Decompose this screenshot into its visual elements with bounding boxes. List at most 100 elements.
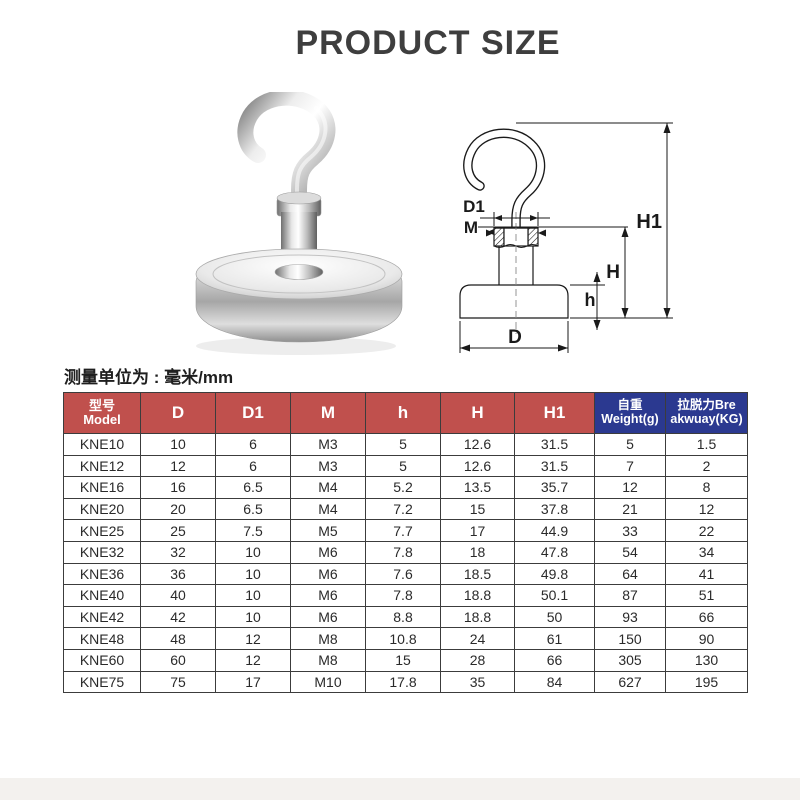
table-cell: 42: [140, 605, 216, 629]
table-cell: 7.8: [365, 584, 441, 607]
table-cell: M6: [290, 605, 366, 629]
photo-stem-joint: [274, 264, 324, 280]
drawing-nut-right: [527, 227, 539, 247]
table-cell: 87: [594, 584, 666, 607]
table-cell: 18.8: [440, 605, 515, 629]
table-cell: M8: [290, 648, 366, 672]
table-cell: 10.8: [365, 627, 441, 650]
table-cell: 31.5: [514, 454, 595, 478]
table-cell: KNE16: [63, 476, 141, 499]
table-row: KNE48 48 12 M8 10.8 24 61 150 90: [63, 627, 748, 650]
table-cell: KNE48: [63, 627, 141, 650]
col-header-line: Model: [83, 412, 121, 427]
table-cell: 627: [594, 670, 666, 694]
header-row: 型号 Model D D1 M h H H1 自重 Weig: [63, 392, 748, 434]
table-body: KNE10 10 6 M3 5 12.6 31.5 5 1.5 KNE12 12 6 M3 5 12.6 31…: [63, 433, 748, 694]
table-cell: 36: [140, 562, 216, 586]
table-cell: 8: [665, 476, 748, 499]
unit-note: 测量单位为 : 毫米/mm: [64, 368, 234, 387]
table-cell: 34: [665, 540, 748, 564]
table-cell: 18.8: [440, 584, 515, 607]
table-cell: M4: [290, 497, 366, 521]
dim-label-h1: H1: [636, 211, 662, 233]
col-header-line: D: [171, 402, 185, 422]
table-cell: 12.6: [440, 433, 515, 456]
photo-cup-inner-ring: [212, 254, 386, 294]
table-cell: 17: [215, 670, 291, 694]
table-cell: 51: [665, 584, 748, 607]
table-cell: 21: [594, 497, 666, 521]
photo-hook-highlight: [295, 106, 328, 207]
drawing-hook-core: [464, 129, 544, 244]
dim-label-h-low: h: [585, 290, 596, 310]
table-row: KNE12 12 6 M3 5 12.6 31.5 7 2: [63, 454, 748, 478]
table-cell: M6: [290, 562, 366, 586]
table-cell: 66: [514, 648, 595, 672]
table-cell: 40: [140, 584, 216, 607]
table-cell: KNE12: [63, 454, 141, 478]
table-cell: 17.8: [365, 670, 441, 694]
table-cell: 6.5: [215, 476, 291, 499]
col-header-line: h: [397, 402, 409, 422]
table-cell: 7.8: [365, 540, 441, 564]
col-header-d: D: [140, 392, 216, 434]
table-cell: 7.2: [365, 497, 441, 521]
table-cell: 32: [140, 540, 216, 564]
dimension-lines-group: [459, 122, 673, 353]
table-cell: 31.5: [514, 433, 595, 456]
table-cell: M6: [290, 584, 366, 607]
table-cell: 8.8: [365, 605, 441, 629]
table-row: KNE20 20 6.5 M4 7.2 15 37.8 21 12: [63, 497, 748, 521]
table-row: KNE25 25 7.5 M5 7.7 17 44.9 33 22: [63, 519, 748, 542]
table-cell: 5: [365, 433, 441, 456]
col-header-line: 型号: [88, 397, 115, 413]
dim-label-d1: D1: [463, 197, 485, 216]
col-header-line: akwuay(KG): [670, 412, 743, 426]
table-cell: M4: [290, 476, 366, 499]
table-cell: 305: [594, 648, 666, 672]
drawing-cup: [459, 284, 569, 319]
table-cell: 6.5: [215, 497, 291, 521]
table-cell: 5.2: [365, 476, 441, 499]
table-cell: 50.1: [514, 584, 595, 607]
table-cell: 20: [140, 497, 216, 521]
table-cell: 84: [514, 670, 595, 694]
table-cell: KNE32: [63, 540, 141, 564]
col-header-h1: H1: [514, 392, 595, 434]
table-cell: 50: [514, 605, 595, 629]
table-cell: 47.8: [514, 540, 595, 564]
table-cell: 12: [594, 476, 666, 499]
table-cell: 10: [215, 605, 291, 629]
table-cell: KNE20: [63, 497, 141, 521]
table-cell: 93: [594, 605, 666, 629]
table-cell: 12: [215, 648, 291, 672]
table-cell: KNE40: [63, 584, 141, 607]
col-header-h-cap: H: [440, 392, 515, 434]
table-cell: 7.5: [215, 519, 291, 542]
table-cell: 12: [215, 627, 291, 650]
size-table-header: 型号 Model D D1 M h H H1 自重 Weig: [63, 392, 748, 434]
col-header-line: D1: [242, 402, 264, 422]
table-cell: 64: [594, 562, 666, 586]
table-cell: KNE75: [63, 670, 141, 694]
table-cell: M10: [290, 670, 366, 694]
table-cell: 10: [215, 584, 291, 607]
dim-label-h-cap: H: [606, 262, 620, 283]
table-cell: 54: [594, 540, 666, 564]
table-cell: 49.8: [514, 562, 595, 586]
table-cell: 13.5: [440, 476, 515, 499]
drawing-nut-left: [493, 227, 505, 247]
table-row: KNE36 36 10 M6 7.6 18.5 49.8 64 41: [63, 562, 748, 586]
table-cell: 5: [594, 433, 666, 456]
dimension-diagram: D1 M H1 H h D: [459, 122, 673, 353]
table-cell: 35.7: [514, 476, 595, 499]
col-header-breakaway: 拉脱力Bre akwuay(KG): [665, 392, 748, 434]
table-cell: 12.6: [440, 454, 515, 478]
table-row: KNE40 40 10 M6 7.8 18.8 50.1 87 51: [63, 584, 748, 607]
col-header-weight: 自重 Weight(g): [594, 392, 666, 434]
table-cell: 18: [440, 540, 515, 564]
table-cell: M3: [290, 433, 366, 456]
photo-shadow: [196, 337, 396, 355]
col-header-h-low: h: [365, 392, 441, 434]
col-header-d1: D1: [215, 392, 291, 434]
